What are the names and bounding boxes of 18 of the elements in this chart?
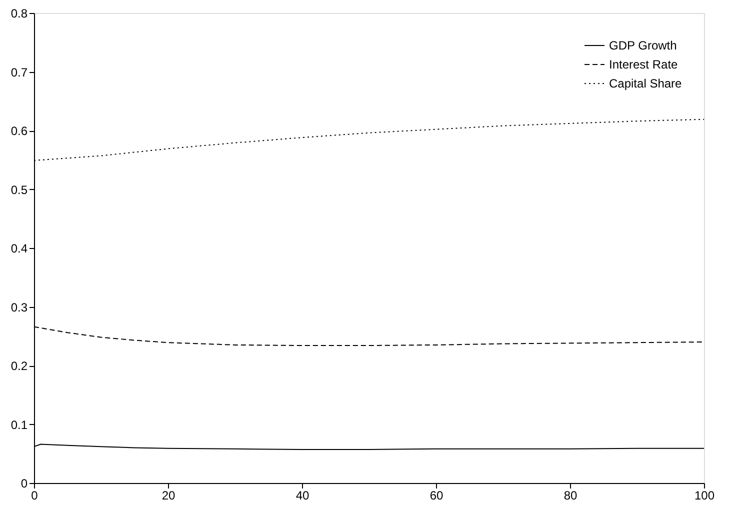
x-tick-label: 100 [694,488,715,502]
legend-label: GDP Growth [609,38,677,52]
legend-label: Interest Rate [609,58,678,72]
y-tick-label: 0.7 [10,65,28,80]
y-tick-label: 0.5 [10,182,28,197]
y-tick-label: 0.3 [10,300,28,314]
x-tick-label: 60 [430,488,444,502]
y-tick-label: 0.8 [10,6,28,20]
y-tick-label: 0 [20,476,28,490]
x-tick-label: 40 [296,488,310,502]
x-tick-label: 80 [564,488,578,502]
y-tick-label: 0.1 [10,418,28,432]
x-tick-label: 0 [31,488,38,502]
y-tick-label: 0.4 [10,242,28,256]
legend-label: Capital Share [609,76,682,90]
y-tick-label: 0.6 [10,124,28,138]
x-tick-label: 20 [162,488,176,502]
y-tick-label: 0.2 [10,359,28,373]
